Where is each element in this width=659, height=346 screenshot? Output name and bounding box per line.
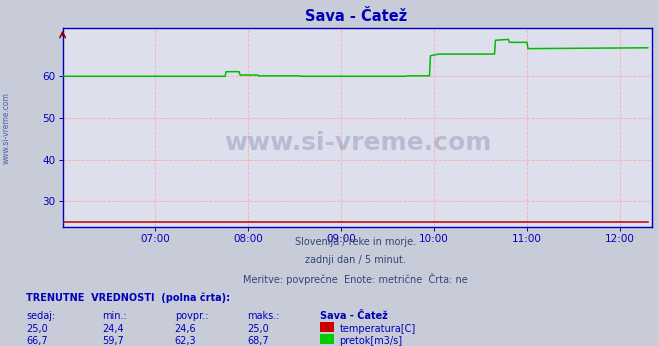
Text: www.si-vreme.com: www.si-vreme.com <box>2 92 11 164</box>
Text: 24,4: 24,4 <box>102 324 124 334</box>
Text: pretok[m3/s]: pretok[m3/s] <box>339 336 403 346</box>
Text: 62,3: 62,3 <box>175 336 196 346</box>
Text: Meritve: povprečne  Enote: metrične  Črta: ne: Meritve: povprečne Enote: metrične Črta:… <box>243 273 469 285</box>
Text: temperatura[C]: temperatura[C] <box>339 324 416 334</box>
Text: sedaj:: sedaj: <box>26 311 55 321</box>
Text: 25,0: 25,0 <box>26 324 48 334</box>
Text: TRENUTNE  VREDNOSTI  (polna črta):: TRENUTNE VREDNOSTI (polna črta): <box>26 292 231 303</box>
Text: Slovenija / reke in morje.: Slovenija / reke in morje. <box>295 237 416 247</box>
Text: 25,0: 25,0 <box>247 324 269 334</box>
Text: Sava - Čatež: Sava - Čatež <box>320 311 387 321</box>
Text: zadnji dan / 5 minut.: zadnji dan / 5 minut. <box>305 255 407 265</box>
Text: 68,7: 68,7 <box>247 336 269 346</box>
Text: 24,6: 24,6 <box>175 324 196 334</box>
Text: 59,7: 59,7 <box>102 336 124 346</box>
Text: 66,7: 66,7 <box>26 336 48 346</box>
Text: povpr.:: povpr.: <box>175 311 208 321</box>
Text: www.si-vreme.com: www.si-vreme.com <box>224 131 491 155</box>
Text: min.:: min.: <box>102 311 127 321</box>
Text: Sava - Čatež: Sava - Čatež <box>304 9 407 24</box>
Text: maks.:: maks.: <box>247 311 279 321</box>
